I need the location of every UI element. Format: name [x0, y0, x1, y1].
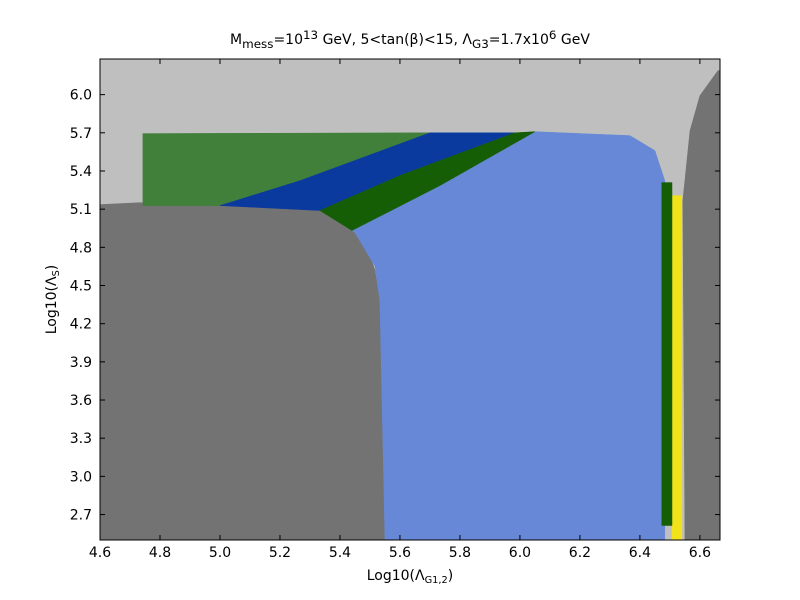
- region: [99, 202, 386, 541]
- x-axis-label: Log10(ΛG1,2): [367, 568, 454, 586]
- y-tick-label: 4.5: [70, 279, 92, 295]
- x-axis-label-part: Log10(Λ: [367, 568, 425, 584]
- region: [319, 131, 536, 231]
- chart-title-part: =10: [273, 32, 303, 48]
- y-tick-label: 3.6: [70, 393, 92, 409]
- chart-title-part: 6: [549, 28, 557, 42]
- x-tick-label: 6.0: [509, 545, 531, 561]
- x-tick-label: 4.8: [149, 545, 171, 561]
- region: [661, 182, 673, 526]
- x-tick-label: 5.4: [329, 545, 351, 561]
- chart-title: Mmess=1013 GeV, 5<tan(β)<15, ΛG3=1.7x106…: [230, 28, 590, 50]
- x-tick-label: 5.6: [389, 545, 411, 561]
- y-axis-label-part: ): [44, 265, 60, 270]
- y-tick-label: 4.8: [70, 240, 92, 256]
- y-tick-label: 4.2: [70, 317, 92, 333]
- plot-frame: [99, 58, 721, 541]
- y-axis-label: Log10(ΛS): [44, 265, 62, 335]
- x-tick-label: 5.2: [269, 545, 291, 561]
- y-tick-label: 5.7: [70, 126, 92, 142]
- chart-title-part: GeV: [556, 32, 590, 48]
- x-tick-label: 5.0: [209, 545, 231, 561]
- y-axis-label-part: S: [51, 270, 62, 276]
- chart-title-part: =1.7x10: [489, 32, 549, 48]
- y-tick-label: 2.7: [70, 508, 92, 524]
- chart-title-part: G3: [472, 37, 489, 51]
- x-tick-label: 4.6: [89, 545, 111, 561]
- chart-title-part: M: [230, 32, 242, 48]
- chart-title-part: GeV, 5<tan(β)<15, Λ: [318, 32, 472, 48]
- x-axis-label-part: G1,2: [425, 575, 448, 586]
- chart-title-part: mess: [242, 37, 273, 51]
- x-axis-label-part: ): [448, 568, 453, 584]
- y-tick-label: 5.1: [70, 202, 92, 218]
- x-tick-label: 6.4: [629, 545, 651, 561]
- y-tick-label: 3.3: [70, 431, 92, 447]
- x-tick-label: 6.6: [689, 545, 711, 561]
- y-tick-label: 6.0: [70, 88, 92, 104]
- x-tick-label: 5.8: [449, 545, 471, 561]
- y-tick-label: 5.4: [70, 164, 92, 180]
- y-tick-label: 3.0: [70, 469, 92, 485]
- x-tick-label: 6.2: [569, 545, 591, 561]
- chart-title-part: 13: [303, 28, 318, 42]
- y-axis-label-part: Log10(Λ: [44, 276, 60, 334]
- y-tick-label: 3.9: [70, 355, 92, 371]
- region: [671, 195, 683, 541]
